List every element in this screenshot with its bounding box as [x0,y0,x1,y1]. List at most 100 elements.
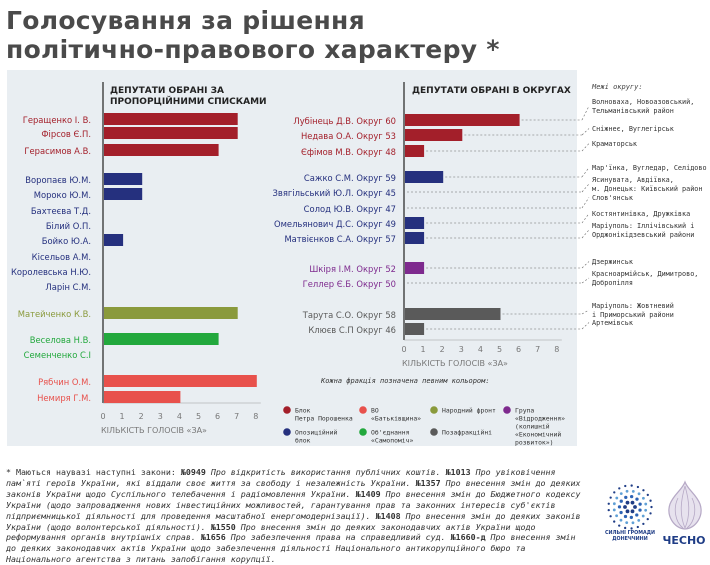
chart-panel [7,70,577,446]
legend-swatch-batkivshchyna [359,406,367,414]
left-chart-label: Білий О.П. [46,221,91,231]
district-leader-line [581,229,590,239]
logo-dot [617,505,622,509]
logo-dot [619,492,623,495]
left-chart-x-label: КІЛЬКІСТЬ ГОЛОСІВ «ЗА» [101,426,207,435]
logo-dot [644,508,648,512]
logo-dot [624,484,627,488]
logo-dot [623,514,628,519]
logo-dot [631,521,635,525]
left-chart-title-line-2: ПРОПОРЦІЙНИМИ СПИСКАМИ [110,95,267,107]
legend-swatch-vidrodzhennia [503,406,511,414]
left-chart-label: Фірсов Є.П. [41,129,91,139]
right-chart-tick-label: 3 [459,345,464,354]
legend-swatch-samopomich [359,428,367,436]
legend-label-bpp: Блок [295,407,311,415]
left-chart-bar [104,113,238,125]
left-chart-bar [104,391,181,403]
legend-label-none: Позафракційні [442,429,492,437]
legend-swatch-none [430,428,438,436]
district-text: Краматорськ [592,140,637,148]
district-leader-line [581,183,590,193]
left-chart-label: Кісельов А.М. [32,252,91,262]
right-chart-bar [405,217,425,229]
footnote-segment: №1660-д [450,532,486,543]
logo-dot [619,518,623,522]
left-chart-tick-label: 5 [196,412,201,421]
logo-dot [618,524,621,527]
footnote-segment: №0949 [180,467,206,477]
right-chart-label: Тарута С.О. Округ 58 [302,310,396,320]
district-text: Волноваха, Новоазовський, [592,98,694,106]
right-chart-label: Матвієнков С.А. Округ 57 [284,234,396,244]
district-text: Маріуполь: Іллічівський і [592,222,694,230]
legend-label-batkivshchyna: «Батьківщина» [371,415,421,423]
legend-label-nf: Народний фронт [442,407,496,415]
right-chart-title: ДЕПУТАТИ ОБРАНІ В ОКРУГАХ [412,86,571,96]
logo-dot [625,500,630,505]
logo-dot [642,496,645,500]
right-chart-label: Лубінець Д.В. Округ 60 [293,116,396,126]
district-text: м. Донецьк: Київський район [592,185,703,193]
logo-dot [646,493,649,497]
footnote-segment: №1357 [415,477,441,488]
footnote-segment: Про внесення змін до деяких законів Укра… [6,477,581,499]
logo-dot [607,509,610,512]
district-leader-line [581,213,590,224]
right-chart-bar [405,171,444,183]
left-chart-tick-label: 0 [100,412,105,421]
right-chart-bar [405,129,463,141]
right-chart-tick-label: 5 [497,345,502,354]
legend-label-vidrodzhennia: «Економічний [515,431,561,439]
district-leader-line [581,322,590,330]
left-chart-bar [104,375,257,387]
right-chart-label: Єфімов М.В. Округ 48 [301,147,396,157]
logo-dot [630,484,633,487]
right-chart-label: Сажко С.М. Округ 59 [304,173,396,183]
footnote-segment: Про внесення змін до деяких законодавчих… [6,521,536,543]
left-chart-bar [104,144,219,156]
left-chart-tick-label: 8 [253,412,258,421]
left-chart-label: Воропаєв Ю.М. [25,175,91,185]
logo-dot [613,520,616,523]
logo-dot [641,514,645,518]
legend-label-vidrodzhennia: «Відродження» [515,415,565,423]
left-chart-title-line-1: ДЕПУТАТИ ОБРАНІ ЗА [110,86,224,96]
logo-dot [629,515,633,520]
legend-swatch-opz [283,428,291,436]
left-chart-tick-label: 4 [177,412,182,421]
legend-label-bpp: Петра Порошенка [295,415,353,423]
district-text: Сніжнеє, Вуглегірськ [592,125,674,133]
footnote-segment: * Маються наувазі наступні закони: [6,467,181,477]
civic-logo-line-2: ДОНЕЧЧИНИ [612,536,648,542]
chesno-logo-text: ЧЕСНО [662,534,706,547]
chesno-logo: ЧЕСНО [660,476,710,550]
left-chart-tick-label: 6 [215,412,220,421]
district-text: Дзержинськ [592,258,633,266]
logo-dot [629,494,634,499]
garlic-icon [668,480,702,530]
left-chart-bar [104,234,124,246]
left-chart-label: Королевська Н.Ю. [11,267,91,277]
right-chart-label: Звягільський Ю.Л. Округ 45 [273,188,396,198]
district-leader-line [581,105,590,121]
logo-dot [635,513,639,517]
right-chart-label: Клюєв С.П Округ 46 [308,325,396,335]
logo-dot [615,496,619,500]
district-leader-line [581,143,590,152]
right-chart-tick-label: 0 [401,345,406,354]
footnote-segment: №1013 [445,467,471,477]
right-chart-x-label: КІЛЬКІСТЬ ГОЛОСІВ «ЗА» [402,359,508,368]
district-leader-line [581,261,590,269]
logo-dot [630,509,635,514]
districts-header: Межі округу: [591,83,643,91]
dots-logo-icon [607,484,653,530]
footnote-segment: Про відкритість використання публічних к… [205,467,446,477]
district-leader-line [581,167,590,178]
footnote-segment: №1409 [355,488,381,499]
logo-dot [649,499,652,502]
left-chart-label: Веселова Н.В. [30,335,91,345]
left-chart-label: Бахтеєва Т.Д. [31,206,91,216]
left-chart-label: Семенченко С.І [24,350,91,360]
